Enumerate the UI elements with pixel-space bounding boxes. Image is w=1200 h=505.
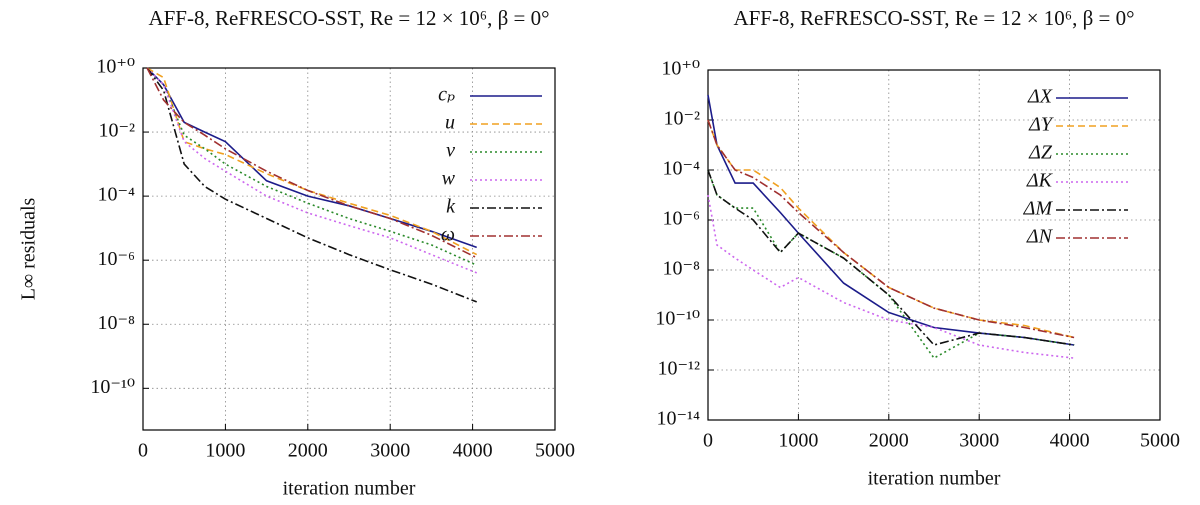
y-tick-label: 10⁻⁴	[662, 158, 700, 180]
x-tick-label: 2000	[288, 440, 328, 462]
x-tick-label: 3000	[959, 430, 999, 452]
x-tick-label: 2000	[869, 430, 909, 452]
series-line	[146, 67, 477, 303]
series-line	[146, 67, 478, 256]
legend-label: ΔN	[1026, 226, 1054, 248]
series-line	[146, 67, 478, 259]
x-tick-label: 0	[138, 440, 148, 462]
series-line	[707, 119, 1075, 339]
y-tick-label: 10⁻⁸	[662, 258, 700, 280]
legend-label: v	[446, 140, 455, 162]
y-tick-label: 10⁻¹⁰	[90, 376, 135, 398]
y-tick-label: 10⁻²	[663, 108, 700, 130]
legend-label: w	[442, 168, 456, 190]
x-axis-label: iteration number	[283, 478, 416, 500]
y-tick-label: 10⁻⁶	[662, 208, 700, 230]
x-axis-label: iteration number	[868, 468, 1001, 490]
series-line	[146, 67, 477, 249]
x-tick-label: 1000	[205, 440, 245, 462]
series-line	[146, 67, 478, 266]
y-tick-label: 10⁻⁴	[97, 184, 135, 206]
x-tick-label: 3000	[370, 440, 410, 462]
y-tick-label: 10⁻¹²	[657, 358, 700, 380]
chart-title: AFF-8, ReFRESCO-SST, Re = 12 × 10⁶, β = …	[733, 6, 1134, 30]
y-tick-label: 10⁻⁶	[97, 248, 135, 270]
y-tick-label: 10⁻⁸	[97, 312, 135, 334]
legend-label: k	[446, 196, 456, 218]
x-tick-label: 0	[703, 430, 713, 452]
series-line	[707, 169, 1075, 360]
y-tick-label: 10⁺⁰	[96, 56, 135, 78]
series-line	[707, 119, 1075, 339]
y-tick-label: 10⁻¹⁴	[656, 408, 700, 430]
legend-label: ω	[441, 224, 455, 246]
chart-title: AFF-8, ReFRESCO-SST, Re = 12 × 10⁶, β = …	[148, 6, 549, 30]
series-line	[146, 67, 477, 274]
y-tick-label: 10⁻²	[98, 120, 135, 142]
x-tick-label: 4000	[453, 440, 493, 462]
legend-label: u	[445, 112, 455, 134]
y-tick-label: 10⁻¹⁰	[655, 308, 700, 330]
y-axis-label: L∞ residuals	[18, 198, 40, 301]
series-line	[707, 94, 1075, 346]
y-tick-label: 10⁺⁰	[661, 58, 700, 80]
plot-frame	[142, 67, 556, 431]
legend-label: cₚ	[438, 84, 455, 106]
x-tick-label: 4000	[1050, 430, 1090, 452]
plot-frame	[707, 69, 1161, 421]
legend-label: ΔZ	[1028, 142, 1053, 164]
series-line	[707, 169, 1075, 346]
legend-label: ΔM	[1023, 198, 1054, 220]
x-tick-label: 1000	[778, 430, 818, 452]
legend-label: ΔX	[1027, 86, 1053, 108]
legend-label: ΔY	[1028, 114, 1054, 136]
x-tick-label: 5000	[1140, 430, 1180, 452]
legend-label: ΔK	[1026, 170, 1054, 192]
series-line	[707, 194, 1075, 359]
x-tick-label: 5000	[535, 440, 575, 462]
